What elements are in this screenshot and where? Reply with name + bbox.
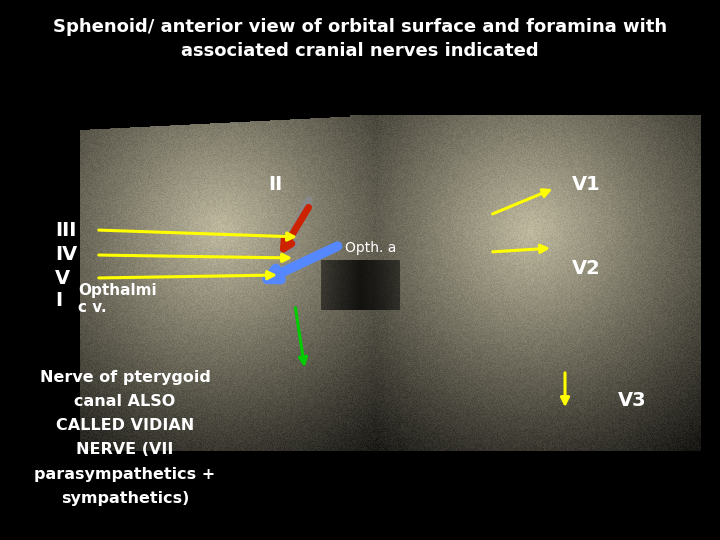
Text: III: III bbox=[55, 220, 76, 240]
Text: Opthalmi: Opthalmi bbox=[78, 282, 157, 298]
Text: CALLED VIDIAN: CALLED VIDIAN bbox=[56, 418, 194, 433]
Text: IV: IV bbox=[55, 246, 77, 265]
Text: II: II bbox=[268, 176, 282, 194]
Text: V: V bbox=[55, 268, 70, 287]
Text: canal ALSO: canal ALSO bbox=[74, 394, 176, 409]
Text: sympathetics): sympathetics) bbox=[60, 491, 189, 506]
Text: parasympathetics +: parasympathetics + bbox=[35, 467, 215, 482]
Text: associated cranial nerves indicated: associated cranial nerves indicated bbox=[181, 42, 539, 60]
Text: Opth. a: Opth. a bbox=[345, 241, 397, 255]
Text: V1: V1 bbox=[572, 176, 600, 194]
Text: Sphenoid/ anterior view of orbital surface and foramina with: Sphenoid/ anterior view of orbital surfa… bbox=[53, 18, 667, 36]
Text: V3: V3 bbox=[618, 390, 647, 409]
Text: NERVE (VII: NERVE (VII bbox=[76, 442, 174, 457]
Text: Nerve of pterygoid: Nerve of pterygoid bbox=[40, 370, 210, 385]
Text: I: I bbox=[55, 291, 62, 309]
Text: V2: V2 bbox=[572, 259, 600, 278]
Text: c v.: c v. bbox=[78, 300, 107, 315]
